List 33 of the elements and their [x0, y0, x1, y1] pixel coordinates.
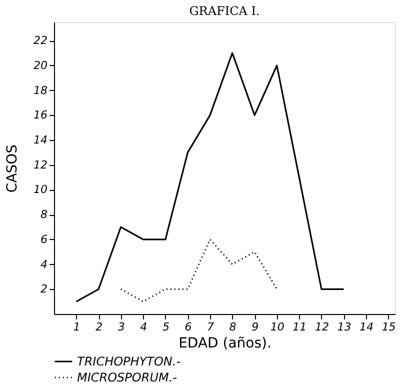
y-tick-label: 8	[40, 208, 48, 222]
line-series	[120, 238, 278, 302]
chart-title: GRAFICA I.	[189, 4, 260, 18]
y-tick-label: 2	[40, 282, 48, 296]
y-tick-label: 20	[34, 58, 48, 72]
legend-label: MICROSPORUM.-	[77, 370, 177, 384]
x-tick-label: 1	[73, 320, 80, 334]
y-tick-label: 12	[34, 158, 48, 172]
x-tick-label: 9	[252, 320, 259, 334]
x-tick-label: 10	[270, 320, 284, 334]
x-axis-title: EDAD (años).	[178, 336, 272, 352]
x-tick-label: 15	[382, 320, 396, 334]
x-tick-label: 7	[207, 320, 214, 334]
x-tick-label: 6	[184, 320, 192, 334]
y-tick-label: 22	[34, 34, 48, 48]
x-tick-label: 4	[140, 320, 148, 334]
y-tick-label: 14	[34, 134, 48, 147]
y-tick-label: 16	[34, 108, 48, 122]
y-tick-label: 10	[34, 183, 48, 196]
x-tick-label: 3	[118, 320, 125, 334]
legend-label: TRICHOPHYTON.-	[77, 354, 181, 368]
x-tick-label: 12	[314, 320, 329, 334]
y-tick-label: 6	[40, 232, 48, 246]
y-axis-title: CASOS	[4, 144, 21, 193]
x-tick-label: 8	[229, 320, 236, 334]
x-tick-label: 14	[360, 320, 374, 334]
x-tick-label: 13	[337, 320, 352, 334]
line-series	[75, 52, 345, 302]
x-tick-label: 11	[292, 320, 307, 334]
x-tick-label: 5	[162, 320, 170, 334]
x-tick-label: 2	[96, 320, 103, 334]
y-tick-label: 18	[34, 84, 48, 97]
y-tick-label: 4	[40, 258, 48, 271]
